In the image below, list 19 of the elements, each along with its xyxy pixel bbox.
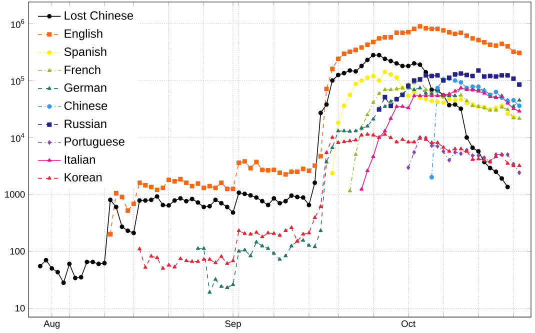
y-tick-label: 10 xyxy=(16,304,25,312)
y-tick-label: 10$^{5}$ xyxy=(11,76,24,85)
legend-label: Chinese xyxy=(64,101,108,110)
legend-label: Portuguese xyxy=(64,137,124,148)
y-tick-label: 10$^{6}$ xyxy=(11,19,24,28)
x-tick-label: Aug xyxy=(44,320,60,329)
y-tick-label: 10$^{4}$ xyxy=(11,132,24,142)
legend-label: Lost Chinese xyxy=(64,10,134,20)
legend-label: Spanish xyxy=(64,47,106,58)
y-tick-label: 100 xyxy=(10,248,25,254)
legend-label: English xyxy=(64,28,102,40)
x-tick-label: Sep xyxy=(225,320,241,329)
legend-label: French xyxy=(64,65,100,74)
legend-label: Russian xyxy=(64,119,106,128)
legend-label: German xyxy=(64,83,106,92)
legend-label: Italian xyxy=(64,154,95,164)
x-tick-label: Oct xyxy=(402,320,416,327)
legend-label: Korean xyxy=(64,173,102,182)
y-tick-label: 1000 xyxy=(5,190,25,198)
